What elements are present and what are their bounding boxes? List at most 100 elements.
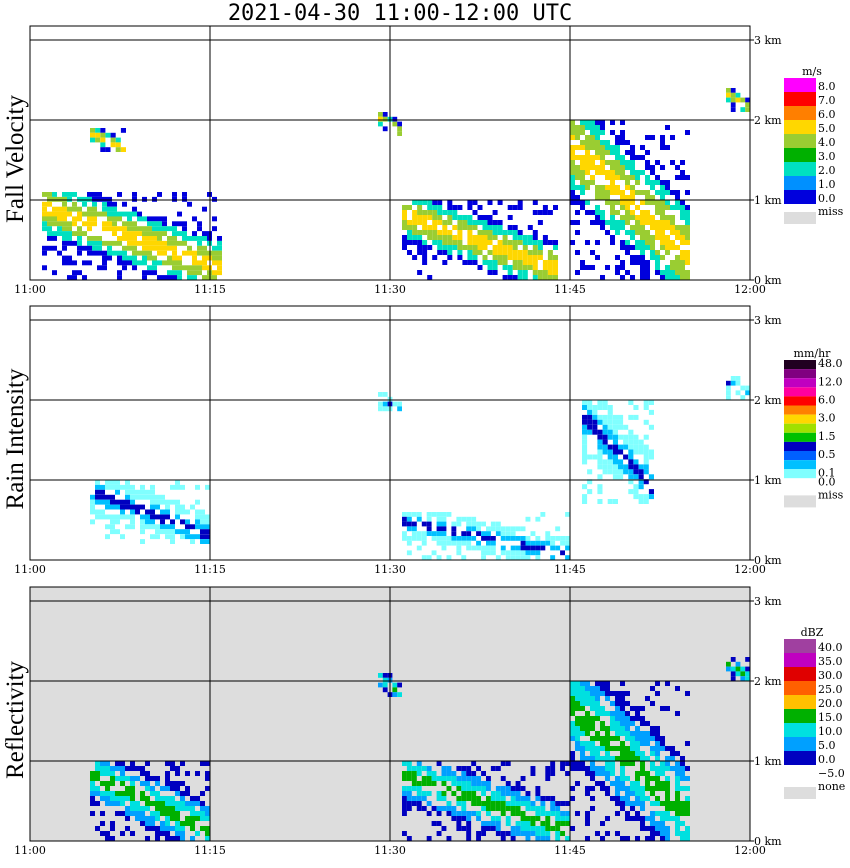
colorbar-label: −5.0 [818,767,845,780]
colorbar-label: 1.5 [818,430,836,443]
time-tick-label: 11:15 [194,844,226,857]
data-cluster [402,200,558,280]
colorbar-swatch [784,765,816,779]
panel-ylabel: Fall Velocity [2,95,29,224]
colorbar-swatch [784,653,816,667]
colorbar-label: 5.0 [818,122,836,135]
colorbar-swatch [784,134,816,148]
colorbar-missing-swatch [784,212,816,224]
colorbar-label: 30.0 [818,669,843,682]
colorbar-missing-swatch [784,495,816,508]
colorbar-label: 0.1 [818,466,836,479]
data-cluster [90,480,210,544]
colorbar-label: 4.0 [818,136,836,149]
colorbar-missing-label: none [818,780,845,793]
colorbar-swatch [784,92,816,106]
panel-1: 0 km 1 km 2 km 3 km 11:00 11:15 11:30 11:45 12:0… [2,305,844,576]
panel-ylabel: Rain Intensity [2,368,29,509]
time-tick-label: 12:00 [734,563,766,576]
data-cluster [726,88,750,112]
panel-border [29,586,751,842]
time-tick-label: 11:15 [194,563,226,576]
colorbar-title: mm/hr [794,347,832,360]
time-tick-label: 11:30 [374,563,406,576]
data-cluster [570,681,690,841]
colorbar-swatch [784,176,816,190]
data-cluster [90,761,210,841]
colorbar-swatch [784,681,816,695]
colorbar-label: 8.0 [818,80,836,93]
colorbar-swatch [784,451,816,461]
colorbar-swatch [784,723,816,737]
height-tick-label: 0 km [754,274,782,287]
data-cluster [570,120,690,280]
data-cluster [90,128,126,152]
colorbar-label: 48.0 [818,357,843,370]
time-tick-label: 11:00 [14,563,46,576]
colorbar: dBZ 40.035.030.025.020.015.010.05.00.0−5.… [784,626,845,799]
data-cluster [726,376,750,400]
height-tick-label: 0 km [754,835,782,848]
colorbar-swatch [784,478,816,488]
colorbar-swatch [784,441,816,451]
time-tick-label: 12:00 [734,844,766,857]
colorbar-missing-label: miss [818,205,844,218]
colorbar-swatch [784,423,816,433]
colorbar-swatch [784,414,816,424]
colorbar-label: 0.0 [818,192,836,205]
time-tick-label: 11:45 [554,563,586,576]
height-tick-label: 2 km [754,114,782,127]
height-tick-label: 3 km [754,595,782,608]
colorbar-swatch [784,639,816,653]
data-cluster [402,512,570,560]
colorbar-label: 35.0 [818,655,843,668]
colorbar-swatch [784,378,816,388]
colorbar-label: 6.0 [818,394,836,407]
height-tick-label: 2 km [754,394,782,407]
time-tick-label: 11:45 [554,844,586,857]
panel-ylabel: Reflectivity [2,660,29,779]
colorbar-label: 12.0 [818,375,843,388]
colorbar-label: 0.5 [818,448,836,461]
colorbar-swatch [784,709,816,723]
height-tick-label: 3 km [754,34,782,47]
colorbar-swatch [784,751,816,765]
colorbar-label: 10.0 [818,725,843,738]
height-tick-label: 2 km [754,675,782,688]
colorbar-swatch [784,106,816,120]
time-tick-label: 11:00 [14,283,46,296]
panel-2: 0 km 1 km 2 km 3 km 11:00 11:15 11:30 11:45 12:0… [2,586,845,857]
colorbar-swatch [784,369,816,379]
colorbar-title: dBZ [801,626,824,639]
height-tick-label: 1 km [754,474,782,487]
time-tick-label: 12:00 [734,283,766,296]
panel-border [29,25,751,281]
colorbar-swatch [784,387,816,397]
data-cluster [726,657,750,681]
colorbar-swatch [784,162,816,176]
colorbar-label: 2.0 [818,164,836,177]
height-tick-label: 0 km [754,554,782,567]
time-tick-label: 11:30 [374,844,406,857]
colorbar-swatch [784,78,816,92]
colorbar-label: 5.0 [818,739,836,752]
colorbar-label: 1.0 [818,178,836,191]
colorbar-label: 40.0 [818,641,843,654]
time-tick-label: 11:15 [194,283,226,296]
colorbar-label: 15.0 [818,711,843,724]
panel-border [29,305,751,561]
colorbar-label: 7.0 [818,94,836,107]
colorbar-label: 25.0 [818,683,843,696]
colorbar-label: 3.0 [818,150,836,163]
colorbar-label: 0.0 [818,475,836,488]
colorbar-label: 20.0 [818,697,843,710]
colorbar-swatch [784,432,816,442]
chart-title: 2021-04-30 11:00-12:00 UTC [227,1,573,26]
colorbar-missing-swatch [784,787,816,799]
colorbar-swatch [784,695,816,709]
time-tick-label: 11:45 [554,283,586,296]
data-cluster [582,400,654,504]
